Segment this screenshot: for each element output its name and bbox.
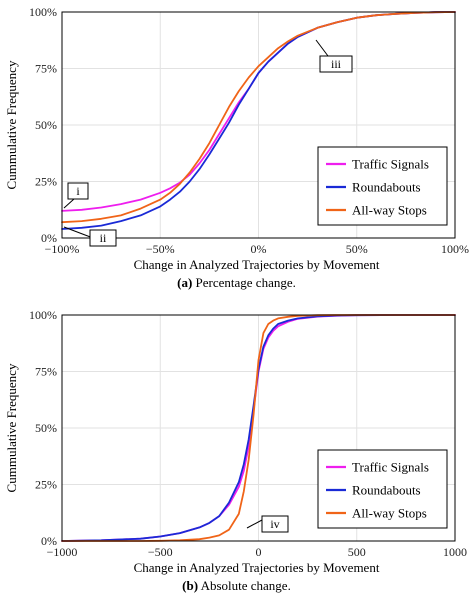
y-tick-label-a-0: 0% [41, 231, 57, 245]
caption-a: (a) Percentage change. [177, 275, 296, 290]
y-tick-label-b-3: 75% [35, 365, 57, 379]
annotation-pointer-i [63, 198, 75, 209]
x-tick-label-b-0: −1000 [47, 545, 78, 559]
series-layer-a [61, 11, 456, 230]
annotation-label-i: i [76, 184, 80, 198]
x-tick-label-b-1: −500 [148, 545, 173, 559]
legend-label-b-2: All-way Stops [352, 506, 427, 521]
legend-b: Traffic Signals Roundabouts All-way Stops [317, 449, 448, 529]
annotation-box-iii [319, 55, 353, 73]
legend-label-a-1: Roundabouts [352, 180, 421, 195]
y-tick-label-a-2: 50% [35, 118, 57, 132]
series-line-a-all-way-stops [61, 11, 456, 224]
annotation-pointer-iv [246, 519, 263, 529]
chart-panel-b: −1000 −500 0 500 1000 0% 25% 50% 75% 100% Cummula… [4, 308, 467, 593]
y-tick-label-a-3: 75% [35, 62, 57, 76]
caption-b-label: (b) [182, 578, 198, 593]
legend-label-b-1: Roundabouts [352, 483, 421, 498]
legend-label-b-0: Traffic Signals [352, 460, 429, 475]
x-tick-label-a-4: 100% [441, 242, 469, 256]
tick-labels-a: −100% −50% 0% 50% 100% 0% 25% 50% 75% 100% [29, 5, 469, 256]
y-axis-title-a: Cummulative Frequency [4, 60, 19, 189]
legend-label-a-2: All-way Stops [352, 203, 427, 218]
x-tick-label-b-3: 500 [348, 545, 366, 559]
tick-labels-b: −1000 −500 0 500 1000 0% 25% 50% 75% 100% [29, 308, 467, 559]
y-tick-label-a-1: 25% [35, 175, 57, 189]
annotations-b: iv [246, 515, 289, 533]
legend-label-a-0: Traffic Signals [352, 157, 429, 172]
plot-frame-b [61, 314, 456, 542]
x-tick-label-a-3: 50% [346, 242, 368, 256]
x-tick-label-a-2: 0% [251, 242, 267, 256]
y-axis-title-b: Cummulative Frequency [4, 363, 19, 492]
x-tick-label-a-0: −100% [45, 242, 80, 256]
caption-a-text: Percentage change. [192, 275, 296, 290]
annotation-pointer-ii [63, 226, 94, 239]
annotation-label-iv: iv [270, 517, 279, 531]
annotation-label-ii: ii [100, 231, 107, 245]
annotation-box-ii [89, 229, 117, 247]
annotation-box-iv [261, 515, 289, 533]
annotation-label-iii: iii [331, 57, 342, 71]
legend-a: Traffic Signals Roundabouts All-way Stops [317, 146, 448, 226]
y-tick-label-b-0: 0% [41, 534, 57, 548]
caption-b-text: Absolute change. [198, 578, 291, 593]
x-axis-title-b: Change in Analyzed Trajectories by Movem… [134, 560, 380, 575]
y-tick-label-b-1: 25% [35, 478, 57, 492]
y-tick-label-a-4: 100% [29, 5, 57, 19]
chart-panel-a: −100% −50% 0% 50% 100% 0% 25% 50% 75% 100% Cummul… [4, 5, 469, 290]
plot-frame-a [61, 11, 456, 239]
annotation-pointer-iii [315, 39, 329, 57]
x-tick-label-b-4: 1000 [443, 545, 467, 559]
y-tick-label-b-4: 100% [29, 308, 57, 322]
annotation-box-i [67, 182, 89, 200]
y-tick-label-b-2: 50% [35, 421, 57, 435]
x-axis-title-a: Change in Analyzed Trajectories by Movem… [134, 257, 380, 272]
x-tick-label-b-2: 0 [256, 545, 262, 559]
caption-a-label: (a) [177, 275, 192, 290]
x-tick-label-a-1: −50% [146, 242, 175, 256]
caption-b: (b) Absolute change. [182, 578, 291, 593]
